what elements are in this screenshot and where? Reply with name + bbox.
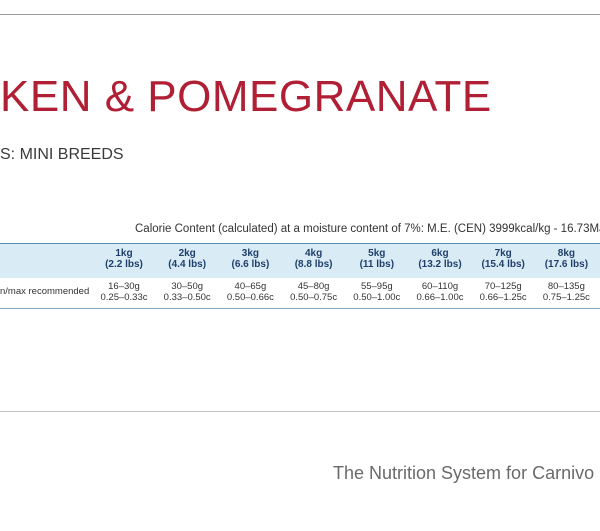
cups: 0.66–1.00c	[416, 292, 464, 303]
column-lbs: (2.2 lbs)	[105, 259, 143, 270]
table-cell: 55–95g 0.50–1.00c	[345, 281, 409, 303]
column-weight: 1kg	[115, 248, 133, 259]
cups: 0.50–1.00c	[353, 292, 401, 303]
column-header: 7kg (15.4 lbs)	[471, 248, 535, 270]
column-weight: 6kg	[431, 248, 449, 259]
cups: 0.66–1.25c	[479, 292, 527, 303]
subtitle: S: MINI BREEDS	[0, 146, 124, 163]
cups: 0.50–0.66c	[226, 292, 274, 303]
column-weight: 3kg	[241, 248, 259, 259]
column-lbs: (15.4 lbs)	[481, 259, 525, 270]
table-cell: 30–50g 0.33–0.50c	[155, 281, 219, 303]
top-rule	[0, 14, 600, 15]
column-lbs: (13.2 lbs)	[418, 259, 462, 270]
column-header: 2kg (4.4 lbs)	[155, 248, 219, 270]
column-lbs: (4.4 lbs)	[168, 259, 207, 270]
grams: 80–135g	[547, 281, 585, 292]
title: KEN & POMEGRANATE	[0, 72, 492, 121]
table-caption: Calorie Content (calculated) at a moistu…	[135, 223, 600, 235]
table-cell: 40–65g 0.50–0.66c	[218, 281, 282, 303]
column-lbs: (6.6 lbs)	[231, 259, 270, 270]
column-header: 6kg (13.2 lbs)	[408, 248, 472, 270]
table-header	[0, 243, 600, 278]
cups: 0.50–0.75c	[290, 292, 338, 303]
column-lbs: (11 lbs)	[359, 259, 395, 270]
column-weight: 8kg	[557, 248, 575, 259]
column-header: 5kg (11 lbs)	[345, 248, 409, 270]
row-label: n/max recommended	[0, 286, 90, 297]
table-bottom-rule	[0, 308, 600, 309]
grams: 30–50g	[171, 281, 204, 292]
column-header: 8kg (17.6 lbs)	[534, 248, 598, 270]
grams: 60–110g	[421, 281, 459, 292]
column-weight: 4kg	[304, 248, 323, 259]
table-cell: 70–125g 0.66–1.25c	[471, 281, 535, 303]
table-cell: 60–110g 0.66–1.00c	[408, 281, 472, 303]
grams: 45–80g	[297, 281, 330, 292]
column-weight: 7kg	[494, 248, 512, 259]
grams: 40–65g	[234, 281, 267, 292]
column-header: 3kg (6.6 lbs)	[218, 248, 282, 270]
tagline: The Nutrition System for Carnivo	[333, 463, 595, 483]
grams: 16–30g	[108, 281, 140, 292]
footer-rule	[0, 411, 600, 412]
table-cell: 80–135g 0.75–1.25c	[534, 281, 598, 303]
cups: 0.33–0.50c	[163, 292, 211, 303]
grams: 70–125g	[484, 281, 522, 292]
cups: 0.25–0.33c	[100, 292, 148, 303]
column-header: 4kg (8.8 lbs)	[282, 248, 346, 270]
column-lbs: (8.8 lbs)	[294, 259, 333, 270]
grams: 55–95g	[360, 281, 393, 292]
cups: 0.75–1.25c	[542, 292, 590, 303]
column-weight: 5kg	[368, 248, 386, 259]
column-weight: 2kg	[178, 248, 196, 259]
column-header: 1kg (2.2 lbs)	[92, 248, 156, 270]
table-cell: 16–30g 0.25–0.33c	[92, 281, 156, 303]
column-lbs: (17.6 lbs)	[544, 259, 589, 270]
table-cell: 45–80g 0.50–0.75c	[282, 281, 346, 303]
